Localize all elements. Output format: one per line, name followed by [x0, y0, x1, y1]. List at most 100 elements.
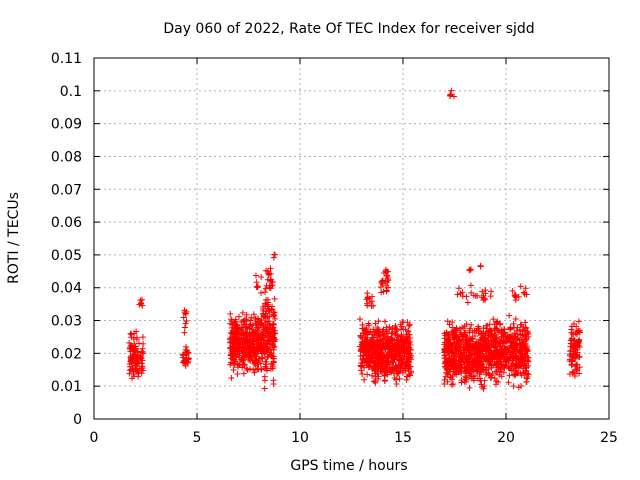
data-point [139, 296, 146, 303]
data-point [396, 375, 403, 382]
data-point [486, 348, 493, 355]
data-point [497, 338, 504, 345]
data-point [510, 371, 517, 378]
data-point [509, 287, 516, 294]
data-point [497, 321, 504, 328]
data-point [466, 384, 473, 391]
data-point [236, 354, 243, 361]
data-point [237, 341, 244, 348]
data-point [382, 268, 389, 275]
data-point [492, 352, 499, 359]
data-point [448, 358, 455, 365]
data-point [397, 333, 404, 340]
data-point [251, 343, 258, 350]
data-point [253, 337, 260, 344]
data-point [265, 270, 272, 277]
data-point [247, 349, 254, 356]
data-point [472, 358, 479, 365]
data-point [248, 348, 255, 355]
data-point [260, 337, 267, 344]
data-point [389, 336, 396, 343]
data-point [390, 345, 397, 352]
data-point [373, 353, 380, 360]
data-point [522, 346, 529, 353]
data-point [238, 318, 245, 325]
data-point [473, 344, 480, 351]
data-point [507, 337, 514, 344]
data-point [498, 373, 505, 380]
data-point [508, 360, 515, 367]
y-tick-label: 0.02 [51, 346, 82, 362]
data-point [250, 366, 257, 373]
data-point [243, 318, 250, 325]
data-point [486, 372, 493, 379]
data-point [393, 325, 400, 332]
data-point [271, 312, 278, 319]
data-point [234, 351, 241, 358]
data-point [271, 343, 278, 350]
data-point [466, 327, 473, 334]
data-point [465, 347, 472, 354]
data-point [466, 342, 473, 349]
data-point [489, 370, 496, 377]
chart-title: Day 060 of 2022, Rate Of TEC Index for r… [163, 21, 534, 37]
data-point [517, 341, 524, 348]
data-point [182, 362, 189, 369]
y-axis-title: ROTI / TECUs [6, 192, 22, 284]
data-point [523, 375, 530, 382]
data-point [262, 289, 269, 296]
data-point [484, 354, 491, 361]
data-point [403, 373, 410, 380]
data-point [230, 360, 237, 367]
data-point [576, 354, 583, 361]
data-point [231, 327, 238, 334]
data-point [383, 287, 390, 294]
data-point [490, 336, 497, 343]
data-point [262, 285, 269, 292]
data-point [447, 366, 454, 373]
data-point [482, 339, 489, 346]
data-point [467, 282, 474, 289]
data-point [473, 353, 480, 360]
data-point [511, 293, 518, 300]
data-point [395, 369, 402, 376]
data-point [468, 335, 475, 342]
data-point [378, 289, 385, 296]
data-point [369, 366, 376, 373]
data-point [406, 353, 413, 360]
data-point [518, 362, 525, 369]
data-point [258, 274, 265, 281]
data-point [363, 362, 370, 369]
data-point [407, 372, 414, 379]
data-point [244, 340, 251, 347]
data-point [257, 360, 264, 367]
data-point [138, 360, 145, 367]
data-point [262, 363, 269, 370]
data-point [568, 336, 575, 343]
data-point [139, 363, 146, 370]
data-point [181, 329, 188, 336]
data-point [270, 321, 277, 328]
data-point [228, 347, 235, 354]
data-point [448, 87, 455, 94]
data-point [574, 367, 581, 374]
data-point [441, 339, 448, 346]
data-point [522, 319, 529, 326]
data-point [268, 278, 275, 285]
data-point [401, 365, 408, 372]
data-point [482, 330, 489, 337]
data-point [442, 358, 449, 365]
data-point [470, 292, 477, 299]
data-point [371, 342, 378, 349]
data-point [452, 333, 459, 340]
data-point [263, 267, 270, 274]
data-point [479, 383, 486, 390]
data-point [138, 354, 145, 361]
data-point [260, 327, 267, 334]
data-point [363, 347, 370, 354]
data-point [183, 350, 190, 357]
data-point [398, 339, 405, 346]
data-point [248, 353, 255, 360]
data-point [462, 339, 469, 346]
